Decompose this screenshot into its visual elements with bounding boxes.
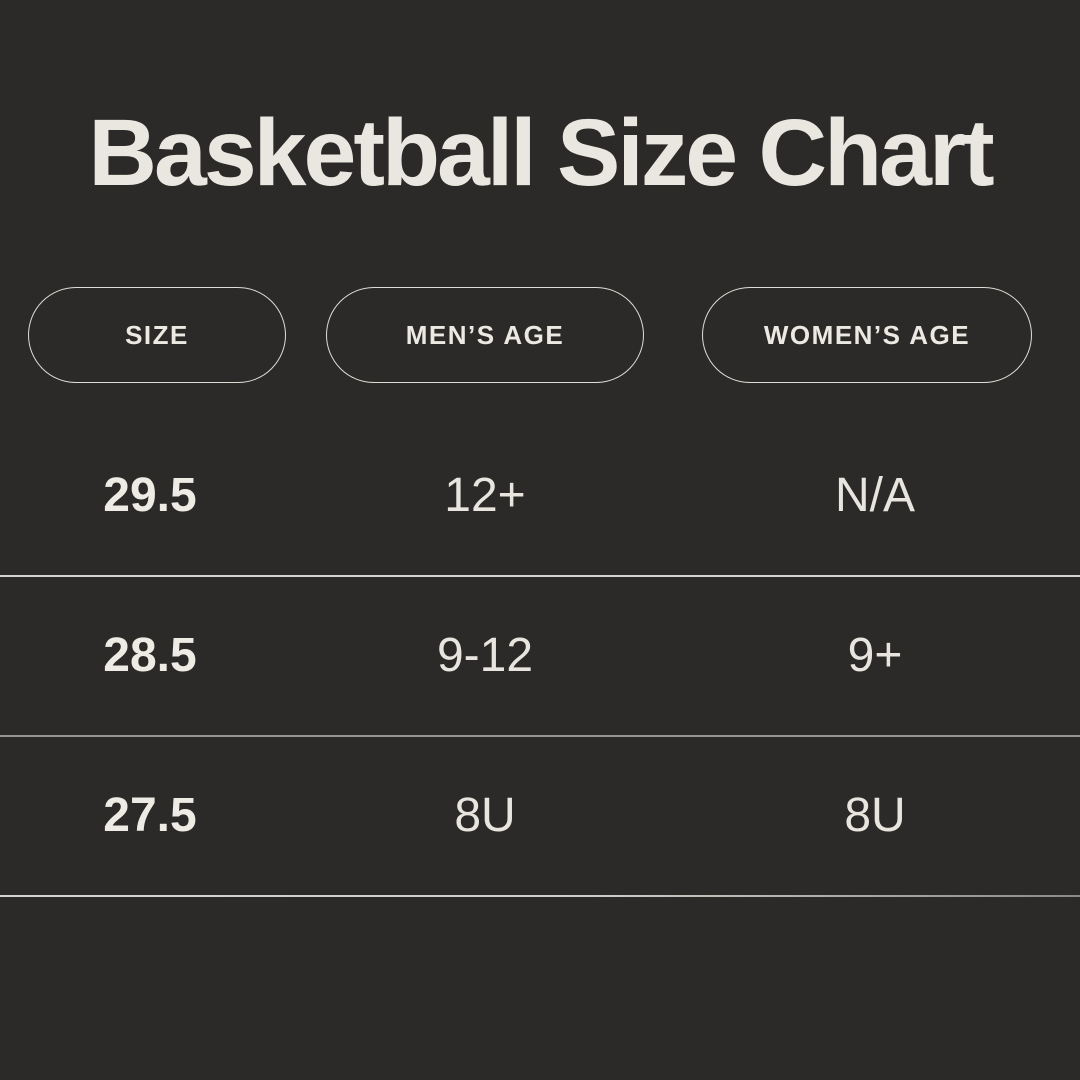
cell-mens-age: 8U [454,788,516,842]
cell-womens-age: 9+ [847,628,903,682]
cell-mens-age: 9-12 [436,628,534,682]
cell-size: 29.5 [103,468,197,522]
column-header-womens-age: WOMEN’S AGE [702,287,1032,383]
table-row: 29.5 12+ N/A [0,415,1080,575]
row-divider [0,735,1080,737]
column-header-womens-age-label: WOMEN’S AGE [763,319,971,350]
table-row: 28.5 9-12 9+ [0,575,1080,735]
column-header-mens-age: MEN’S AGE [326,287,644,383]
column-header-size-label: SIZE [125,319,189,350]
table-row: 27.5 8U 8U [0,735,1080,895]
page-title: Basketball Size Chart [88,99,994,206]
column-header-size: SIZE [28,287,286,383]
cell-womens-age: N/A [834,468,915,522]
row-divider [0,575,1080,577]
size-table: 29.5 12+ N/A 28.5 9-12 9+ 27.5 8U 8U [0,415,1080,895]
column-header-mens-age-label: MEN’S AGE [405,319,565,350]
cell-mens-age: 12+ [444,468,526,522]
table-header-row: SIZE MEN’S AGE WOMEN’S AGE [0,287,1080,383]
cell-size: 27.5 [103,788,197,842]
row-divider [0,895,1080,897]
cell-womens-age: 8U [844,788,906,842]
cell-size: 28.5 [103,628,197,682]
